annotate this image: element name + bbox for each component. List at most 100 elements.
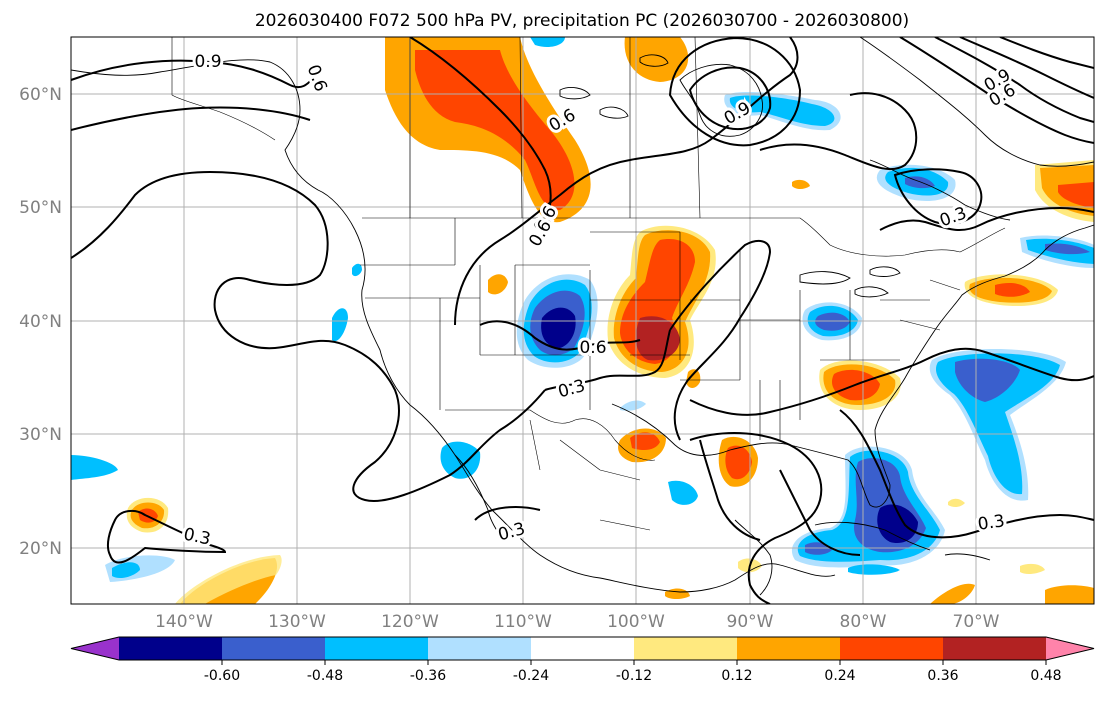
colorbar-segment: [531, 637, 635, 660]
coast-greatlakes: [799, 266, 901, 298]
coast-yucatan: [734, 519, 773, 596]
border-mexico-states: [529, 419, 651, 531]
contour-0.9-hudson: [688, 66, 772, 130]
shade-cuba-cyan: [848, 564, 900, 575]
coast-bc: [354, 229, 836, 593]
map-frame: [70, 36, 1095, 605]
contour-0.3-gulf: [689, 432, 823, 604]
shade-pacific-yellow-s: [175, 555, 282, 604]
shade-redorange: [1058, 182, 1094, 208]
shade-ontario-orange: [792, 179, 810, 189]
shade-darkblue: [541, 307, 576, 348]
lon-label: 140°W: [155, 612, 213, 632]
border-us-canada: [362, 217, 1006, 257]
shade-utah-orange: [488, 274, 508, 295]
coast-hispaniola: [944, 553, 991, 561]
shade-mexico-red: [630, 432, 660, 450]
contour-0.3-ne: [759, 92, 918, 171]
shade-tx-orange: [686, 369, 701, 388]
lon-label: 110°W: [494, 612, 552, 632]
border-canada-provinces: [409, 37, 701, 219]
colorbar-segment: [737, 637, 841, 660]
political-boundaries: [171, 37, 1006, 531]
border-us-mexico: [445, 409, 656, 461]
contour-0.3-mexico: [474, 506, 541, 521]
contour-0.3-midwest: [669, 239, 772, 441]
border-alaska-canada: [171, 37, 276, 141]
shade-tx-cyan: [620, 400, 646, 411]
border-us-states-e: [849, 279, 961, 360]
coastlines: [71, 37, 1094, 596]
colorbar-tick-label: -0.24: [513, 668, 549, 684]
shade-gulf-cyan: [668, 480, 698, 505]
colorbar-tick-label: -0.48: [307, 668, 343, 684]
colorbar-tick-label: 0.24: [824, 668, 855, 684]
shading-layer: [71, 37, 1094, 604]
shade-darkred: [635, 316, 680, 361]
shade-midblue: [955, 358, 1020, 402]
contour-0.6-us-2: [479, 320, 641, 351]
contour-0.3-carib-east: [779, 469, 861, 556]
lon-label: 90°W: [727, 612, 774, 632]
colorbar-segment: [943, 637, 1047, 660]
shade-gulf-red: [725, 445, 752, 480]
contour-0.3-us: [544, 329, 671, 391]
contour-0.9-ne-1: [934, 37, 1094, 123]
lon-label: 100°W: [607, 612, 665, 632]
shade-yellow-carib: [1020, 563, 1045, 575]
shade-pacific-cyan: [332, 308, 348, 342]
shade-atlantic: [929, 348, 1066, 501]
contour-0.6-quebec-loop: [893, 168, 983, 225]
contour-label: 0.9: [194, 52, 221, 72]
shade-nw-canada: [385, 37, 591, 223]
colorbar-segment: [222, 637, 326, 660]
contour-0.6-ne-4: [999, 37, 1094, 69]
coast-labrador: [859, 37, 1094, 167]
contour-label: 0.6: [579, 338, 606, 358]
gridlines: [71, 37, 1094, 604]
lon-label: 80°W: [840, 612, 887, 632]
colorbar-outline: [70, 636, 1095, 661]
lon-label: 70°W: [953, 612, 1000, 632]
coast-gulf: [611, 275, 1006, 508]
lat-label: 40°N: [19, 312, 62, 332]
shade-pacific-west-cyan: [71, 455, 118, 480]
contour-0.6-ne-3: [899, 37, 1094, 144]
colorbar-extend-high: [1046, 637, 1094, 660]
contour-0.6-us: [454, 37, 799, 326]
colorbar-tick-label: -0.36: [410, 668, 446, 684]
lon-label: 120°W: [381, 612, 439, 632]
lat-label: 50°N: [19, 198, 62, 218]
coast-baja: [454, 454, 501, 536]
shade-redorange: [415, 50, 575, 211]
lat-label: 60°N: [19, 85, 62, 105]
map-panel: 0.9 0.6 0.6 0.9 0.9 0.6 0.3 0.6 0.3 0.3 …: [71, 37, 1094, 604]
shade-redorange: [995, 283, 1030, 297]
shade-ne-us: [964, 274, 1058, 307]
shade-se-orange: [1045, 585, 1094, 604]
colorbar: -0.60 -0.48 -0.36 -0.24 -0.12 0.12 0.24 0.36 0.4…: [70, 636, 1095, 684]
border-us-states-w: [360, 218, 680, 410]
contour-0.3-se: [689, 347, 1094, 416]
contour-0.3-se-east: [839, 409, 1094, 539]
colorbar-segment: [428, 637, 532, 660]
coast-alaska: [71, 59, 356, 231]
contour-0.9-north: [71, 59, 321, 89]
lon-axis: 140°W 130°W 120°W 110°W 100°W 90°W 80°W …: [155, 612, 1000, 632]
shade-orange: [624, 37, 689, 82]
contour-0.3-pacific: [71, 170, 546, 502]
contour-label: 0.3: [977, 511, 1007, 535]
shade-pacific-south-cyan-2: [112, 562, 140, 578]
shade-cuba-orange: [930, 583, 975, 604]
shade-midblue: [815, 312, 850, 331]
contour-0.6-nw: [71, 106, 311, 131]
shade-cyan: [530, 37, 565, 48]
contour-0.6-hudson-outer: [668, 37, 802, 147]
colorbar-tick-label: -0.12: [616, 668, 652, 684]
shade-n-canada: [530, 37, 689, 82]
lat-axis: 20°N 30°N 40°N 50°N 60°N: [19, 85, 62, 559]
coast-ne: [1004, 224, 1094, 277]
coast-hudson: [679, 63, 763, 137]
coast-cuba: [814, 521, 931, 551]
